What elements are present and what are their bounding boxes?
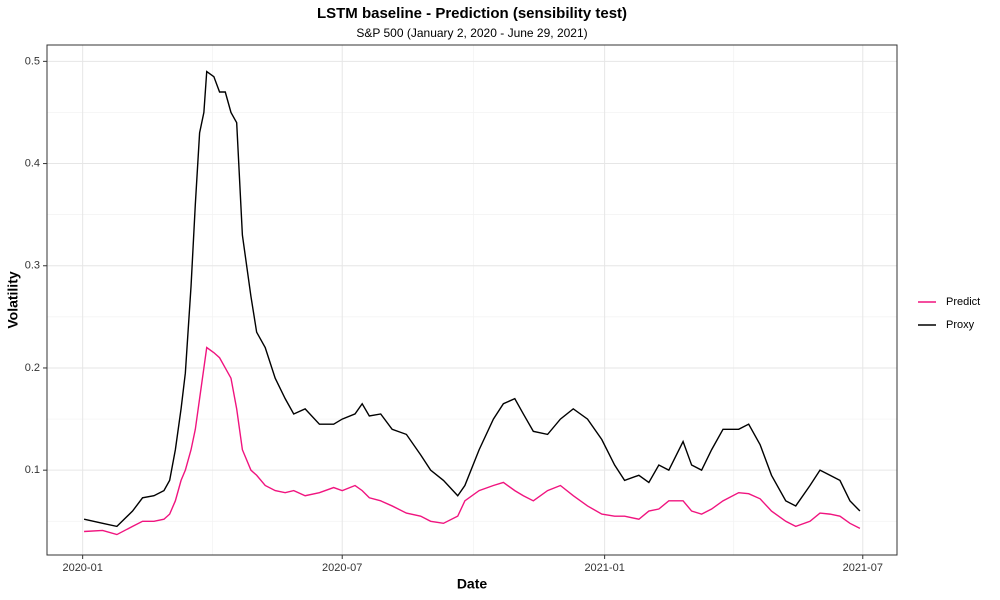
x-tick-label: 2021-07	[843, 562, 883, 574]
legend-label: Predict	[946, 296, 980, 308]
y-tick-label: 0.2	[25, 362, 40, 374]
series-line	[83, 70, 861, 528]
y-tick-label: 0.5	[25, 55, 40, 67]
y-tick-label: 0.1	[25, 464, 40, 476]
x-axis-label: Date	[457, 576, 488, 592]
y-axis-label: Volatility	[5, 271, 21, 329]
x-tick-label: 2020-01	[62, 562, 102, 574]
y-tick-label: 0.3	[25, 260, 40, 272]
y-tick-label: 0.4	[25, 157, 40, 169]
x-tick-label: 2021-01	[584, 562, 624, 574]
x-tick-label: 2020-07	[322, 562, 362, 574]
chart-title: LSTM baseline - Prediction (sensibility …	[317, 5, 627, 22]
plot-frame	[46, 44, 898, 556]
series-line	[84, 346, 861, 536]
legend-label: Proxy	[946, 319, 975, 331]
chart-subtitle: S&P 500 (January 2, 2020 - June 29, 2021…	[356, 26, 587, 40]
